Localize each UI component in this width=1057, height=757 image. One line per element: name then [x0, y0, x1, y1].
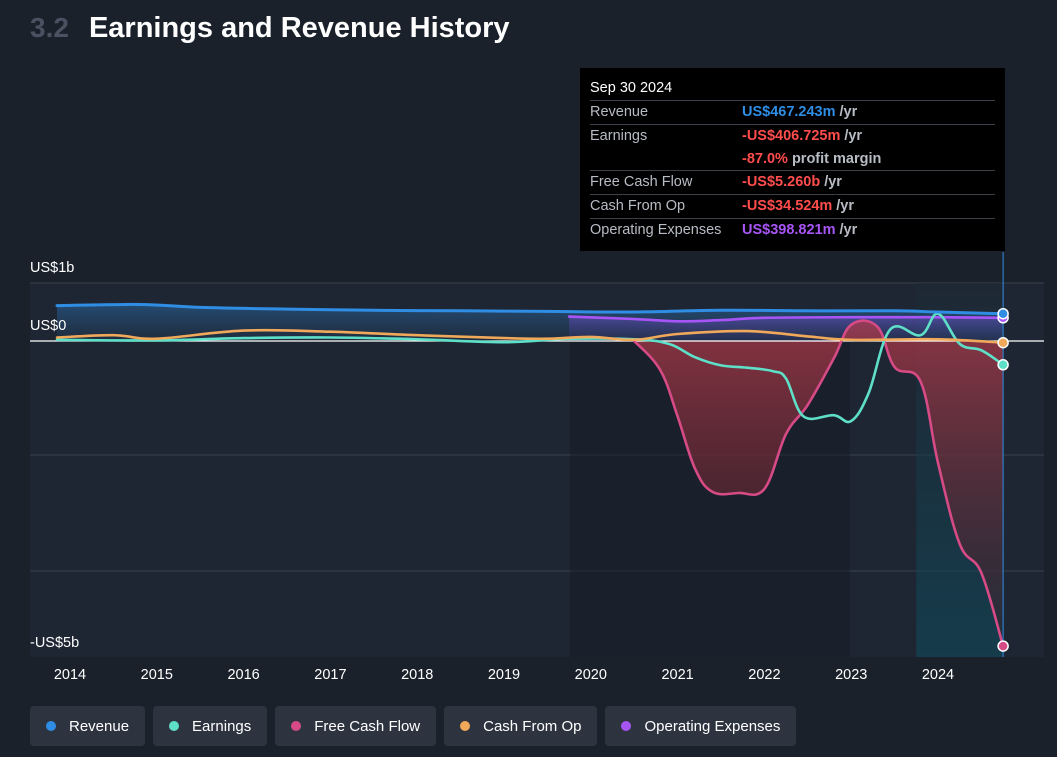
tooltip-row-value: US$467.243m: [742, 104, 836, 120]
section-number: 3.2: [30, 12, 69, 43]
tooltip-row-label: Earnings: [590, 128, 648, 144]
chart-legend: Revenue Earnings Free Cash Flow Cash From O…: [30, 706, 797, 746]
x-tick-label: 2014: [54, 667, 86, 683]
x-tick-label: 2020: [575, 667, 607, 683]
tooltip-row-label: [590, 148, 742, 170]
legend-dot-icon: [621, 721, 632, 731]
tooltip-row-label: Operating Expenses: [590, 222, 722, 238]
tooltip-row-value: -US$34.524m: [742, 198, 833, 214]
tooltip-row-unit: /yr: [839, 104, 858, 120]
legend-label: Revenue: [69, 717, 130, 735]
legend-item-earnings[interactable]: Earnings: [153, 706, 268, 746]
series-line-free-cash-flow: [632, 319, 1005, 648]
chart-tooltip: Sep 30 2024 Revenue US$467.243m/yr Earning…: [580, 68, 1005, 251]
tooltip-row: Operating Expenses US$398.821m/yr: [590, 219, 995, 242]
legend-dot-icon: [291, 721, 302, 731]
x-tick-label: 2022: [748, 667, 780, 683]
legend-label: Operating Expenses: [644, 717, 781, 735]
tooltip-row-label: Free Cash Flow: [590, 174, 693, 190]
tooltip-row: -87.0% profit margin: [590, 148, 995, 171]
x-tick-label: 2016: [227, 667, 259, 683]
legend-dot-icon: [169, 721, 180, 731]
tooltip-row: Earnings -US$406.725m/yr: [590, 125, 995, 148]
tooltip-rows: Revenue US$467.243m/yr Earnings -US$406.725…: [590, 101, 995, 242]
tooltip-row-value: US$398.821m: [742, 222, 836, 238]
x-tick-label: 2023: [835, 667, 867, 683]
plot-background: [30, 283, 1044, 657]
series-marker-free-cash-flow: [997, 640, 1009, 652]
x-tick-label: 2021: [661, 667, 693, 683]
x-tick-label: 2024: [922, 667, 954, 683]
legend-item-revenue[interactable]: Revenue: [30, 706, 146, 746]
tooltip-row-unit: profit margin: [791, 151, 882, 167]
free-cash-flow-area: [634, 320, 1004, 647]
tooltip-row-value: -US$406.725m: [742, 128, 841, 144]
tooltip-row-value: -US$5.260b: [742, 174, 821, 190]
y-tick-label: US$0: [30, 318, 66, 334]
tooltip-row-label: Cash From Op: [590, 198, 686, 214]
series-line-revenue: [55, 302, 1005, 316]
tooltip-row-label: Revenue: [590, 104, 649, 120]
tooltip-row-unit: /yr: [824, 174, 842, 190]
legend-item-cash-from-op[interactable]: Cash From Op: [444, 706, 598, 746]
legend-label: Cash From Op: [483, 717, 582, 735]
tooltip-row: Revenue US$467.243m/yr: [590, 101, 995, 125]
tooltip-row: Cash From Op -US$34.524m/yr: [590, 195, 995, 219]
tooltip-row-unit: /yr: [839, 222, 858, 238]
series-line-earnings: [55, 312, 1005, 424]
x-tick-label: 2015: [141, 667, 173, 683]
legend-label: Free Cash Flow: [314, 717, 421, 735]
legend-item-operating-expenses[interactable]: Operating Expenses: [605, 706, 797, 746]
x-tick-label: 2019: [488, 667, 520, 683]
tooltip-row-unit: /yr: [844, 128, 863, 144]
page-title: Earnings and Revenue History: [88, 12, 510, 44]
tooltip-date: Sep 30 2024: [590, 78, 995, 101]
x-tick-label: 2017: [314, 667, 346, 683]
tooltip-row-unit: /yr: [836, 198, 855, 214]
tooltip-row-value: -87.0%: [742, 151, 788, 167]
series-line-cash-from-op: [55, 328, 1005, 344]
chart[interactable]: US$1b US$0 -US$5b 2014 2015 2016 2017 2018 2019 2…: [0, 0, 1057, 700]
header: 3.2 Earnings and Revenue History: [30, 12, 510, 52]
series-marker-revenue: [997, 307, 1009, 320]
series-marker-earnings: [997, 359, 1009, 371]
legend-dot-icon: [460, 721, 471, 731]
y-tick-label: US$1b: [30, 260, 74, 276]
legend-dot-icon: [46, 721, 56, 731]
y-tick-label: -US$5b: [30, 635, 79, 651]
series-marker-cash-from-op: [997, 336, 1009, 349]
legend-label: Earnings: [192, 717, 252, 735]
x-tick-label: 2018: [401, 667, 433, 683]
tooltip-row: Free Cash Flow -US$5.260b/yr: [590, 171, 995, 195]
legend-item-free-cash-flow[interactable]: Free Cash Flow: [275, 706, 437, 746]
